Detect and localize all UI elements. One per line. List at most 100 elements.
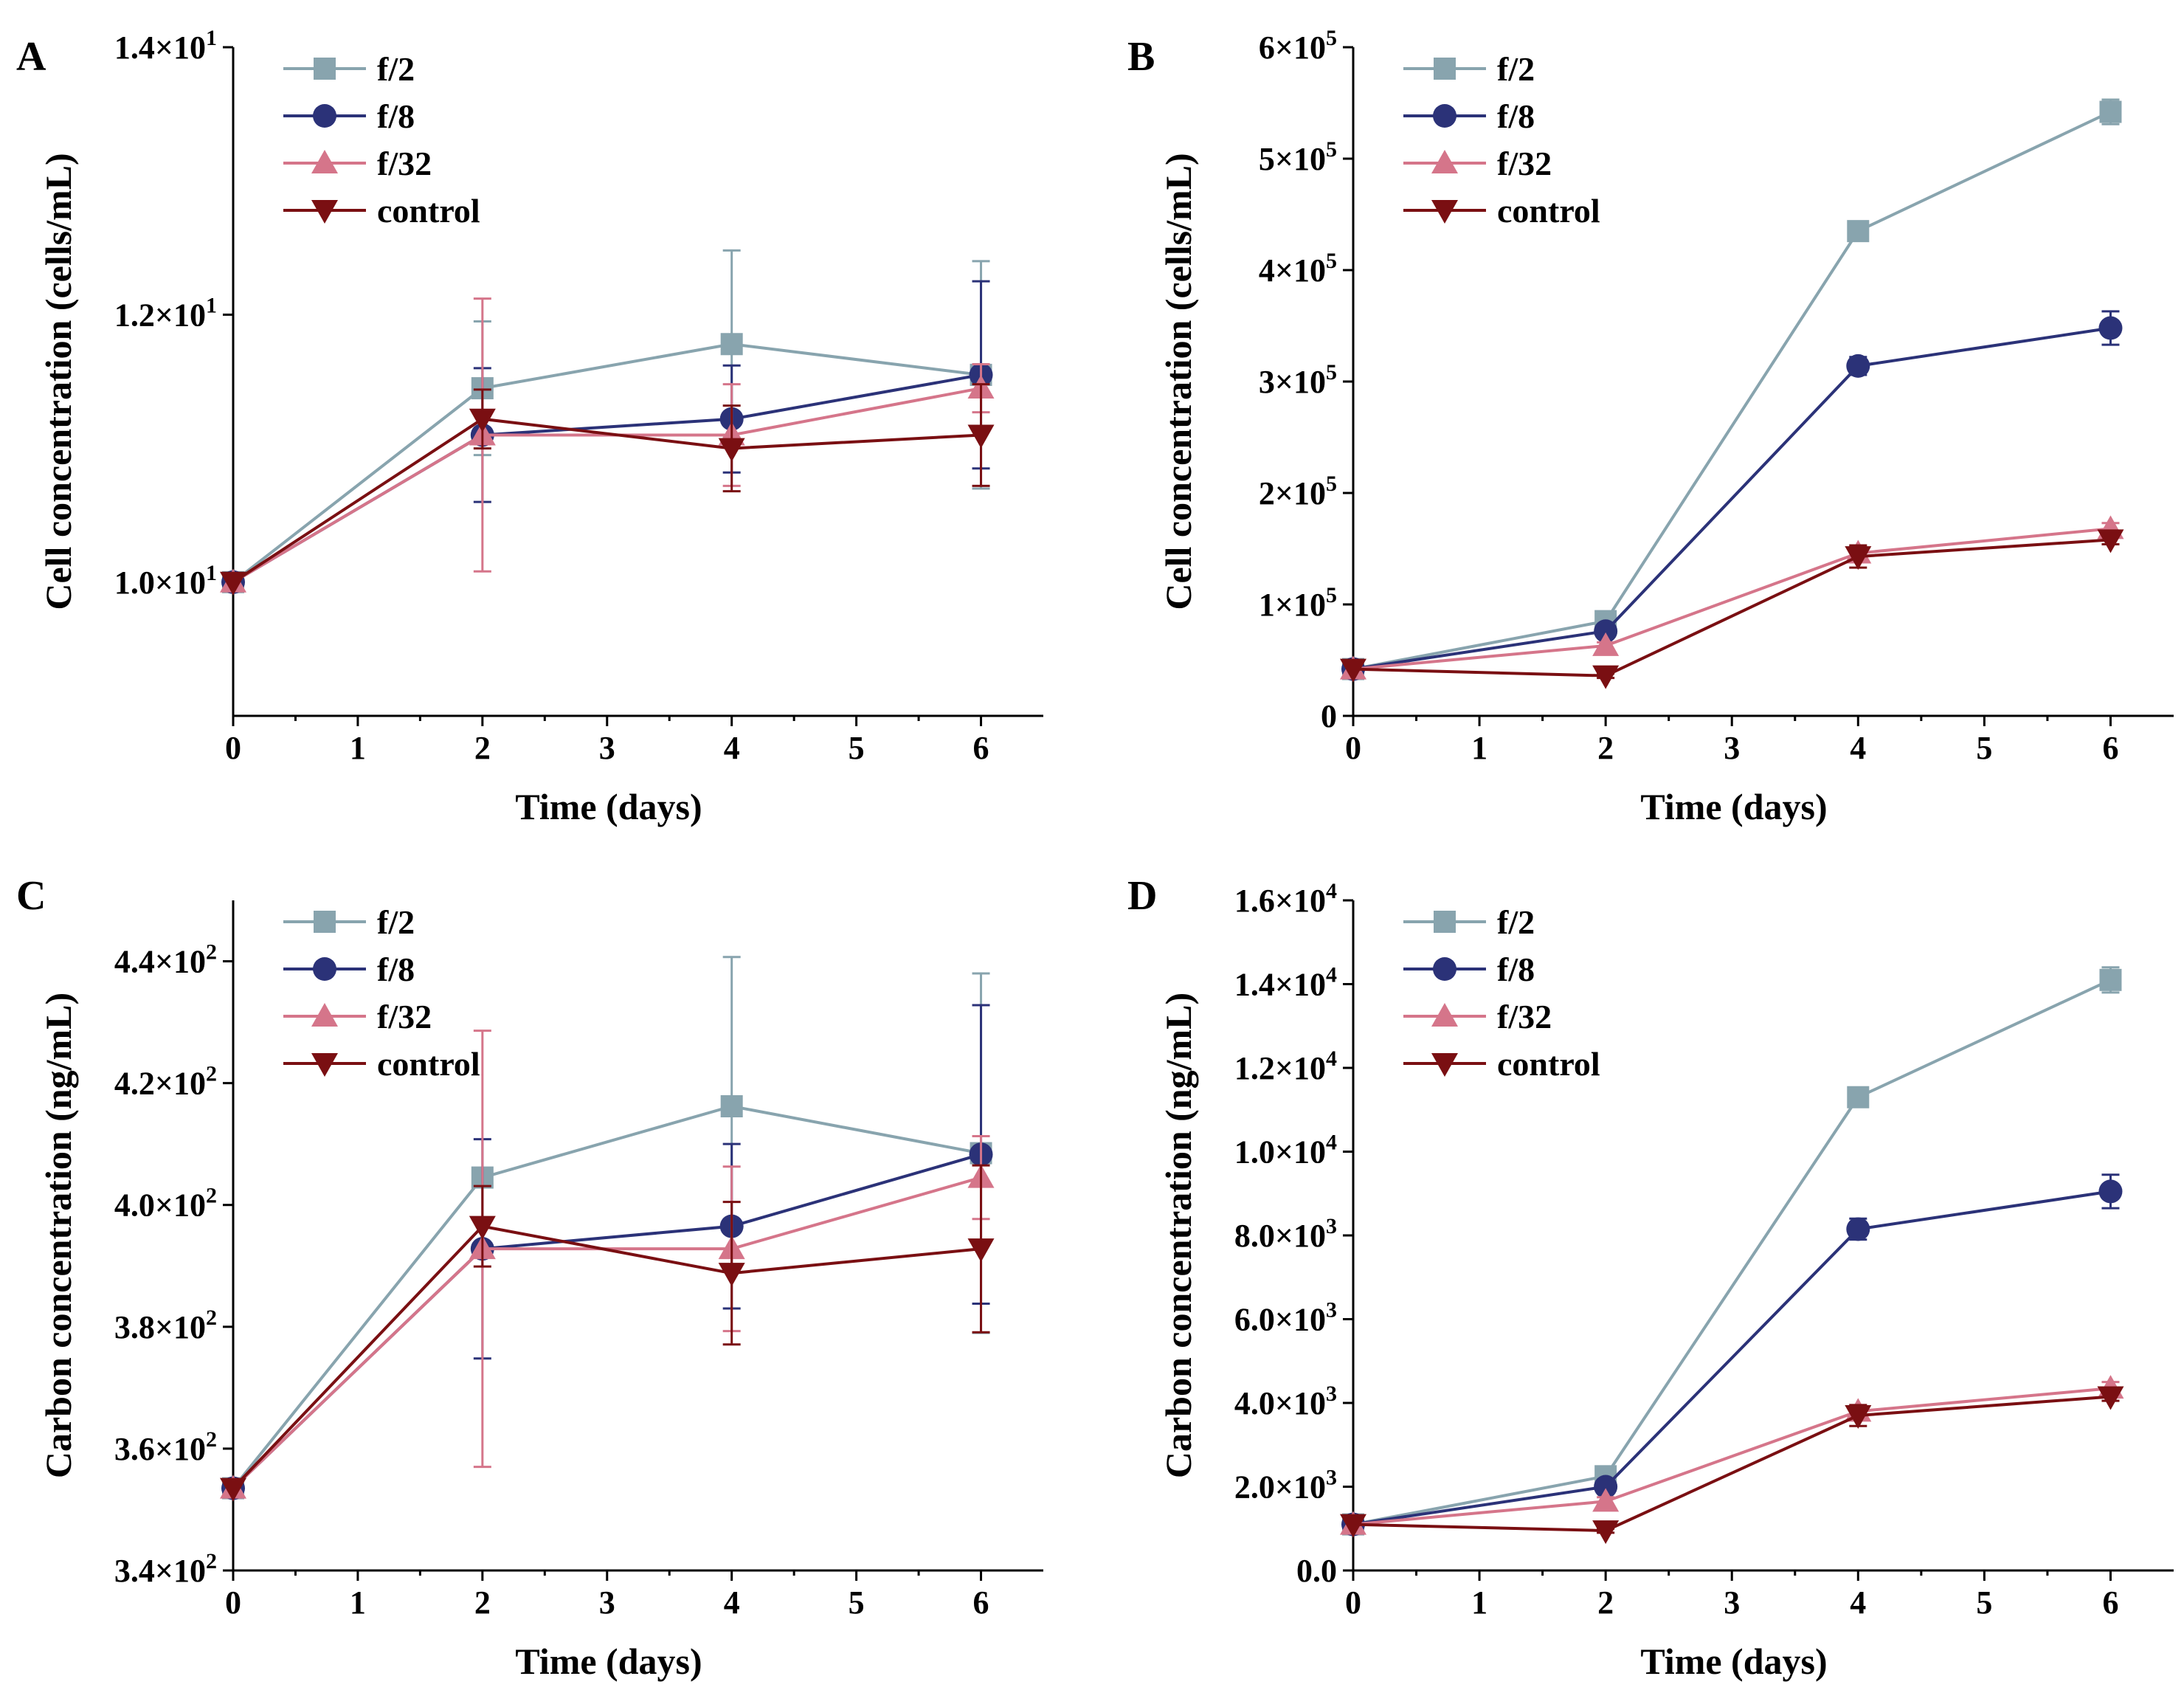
series-f-2 bbox=[222, 956, 992, 1500]
y-tick-label: 6×105 bbox=[1259, 26, 1337, 66]
y-axis-title: Carbon concentration (ng/mL) bbox=[38, 993, 79, 1478]
legend: f/2 f/8 f/32 control bbox=[283, 903, 480, 1083]
series-f-2 bbox=[1342, 98, 2122, 680]
y-axis-title: Cell concentration (cells/mL) bbox=[38, 153, 79, 610]
panel-b: B 0 1 2 3 4 5 6 0 1×105 2×105 3×105 4×105 5×105 6×105 T… bbox=[1127, 26, 2174, 827]
legend-label: f/8 bbox=[377, 951, 415, 988]
y-tick-label: 1.6×104 bbox=[1234, 879, 1337, 919]
y-tick-label: 1.2×101 bbox=[114, 293, 217, 333]
x-tick-label: 0 bbox=[225, 1584, 241, 1621]
legend-label: f/32 bbox=[377, 145, 432, 182]
data-point bbox=[1847, 220, 1870, 243]
legend-marker bbox=[311, 150, 338, 173]
data-point bbox=[469, 1215, 496, 1240]
y-tick-label: 1.4×104 bbox=[1234, 963, 1337, 1003]
data-point bbox=[2097, 529, 2124, 554]
y-tick-label: 4×105 bbox=[1259, 249, 1337, 289]
legend: f/2 f/8 f/32 control bbox=[283, 50, 480, 230]
x-tick-label: 1 bbox=[350, 730, 366, 766]
x-tick-label: 4 bbox=[1850, 1584, 1866, 1621]
series-f-8 bbox=[1341, 310, 2123, 681]
x-tick-label: 6 bbox=[973, 730, 989, 766]
data-point bbox=[469, 408, 496, 432]
x-tick-label: 1 bbox=[1471, 730, 1487, 766]
series-line bbox=[232, 1153, 982, 1490]
data-point bbox=[1845, 1405, 1872, 1430]
x-tick-label: 3 bbox=[599, 730, 615, 766]
legend-label: f/2 bbox=[1497, 50, 1535, 88]
legend-marker bbox=[313, 957, 336, 981]
x-tick-label: 4 bbox=[1850, 730, 1866, 766]
series-line bbox=[232, 1104, 981, 1489]
x-tick-label: 6 bbox=[2102, 1584, 2118, 1621]
series-line bbox=[232, 342, 981, 584]
data-point bbox=[2098, 1179, 2123, 1204]
data-point bbox=[1594, 619, 1618, 644]
x-tick-label: 3 bbox=[599, 1584, 615, 1621]
y-tick-label: 1.2×104 bbox=[1234, 1046, 1337, 1086]
x-tick-label: 2 bbox=[1597, 730, 1614, 766]
y-tick-label: 4.0×102 bbox=[114, 1184, 217, 1224]
data-point bbox=[2097, 1386, 2124, 1410]
series-line bbox=[1352, 527, 2111, 671]
y-tick-label: 8.0×103 bbox=[1234, 1214, 1337, 1254]
data-point bbox=[1594, 1475, 1618, 1499]
series-f-32 bbox=[220, 297, 995, 593]
legend-label: f/8 bbox=[377, 97, 415, 135]
legend-label: f/32 bbox=[377, 998, 432, 1035]
data-point bbox=[2099, 968, 2122, 991]
legend-marker bbox=[1431, 150, 1458, 173]
legend-marker bbox=[313, 104, 336, 128]
series-line bbox=[1352, 538, 2111, 677]
legend-marker bbox=[1431, 200, 1458, 224]
y-tick-label: 4.2×102 bbox=[114, 1062, 217, 1102]
series-f-8 bbox=[221, 1004, 993, 1500]
legend-label: f/32 bbox=[1497, 145, 1552, 182]
y-tick-label: 5×105 bbox=[1259, 137, 1337, 177]
y-tick-label: 6.0×103 bbox=[1234, 1298, 1337, 1338]
series-f-32 bbox=[1340, 1375, 2124, 1535]
y-tick-label: 3.6×102 bbox=[114, 1427, 217, 1467]
legend-marker bbox=[1433, 957, 1456, 981]
panel-c: C 0 1 2 3 4 5 6 3.4×102 3.6×102 3.8×102 4.0×102 4.2×… bbox=[16, 873, 1043, 1682]
panel-a: A 0 1 2 3 4 5 6 1.0×101 1.2×101 1.4×101 Time (days)… bbox=[16, 26, 1043, 827]
series-line bbox=[232, 417, 981, 584]
x-tick-label: 0 bbox=[225, 730, 241, 766]
series-f-8 bbox=[221, 280, 993, 594]
legend-marker bbox=[1434, 58, 1456, 80]
series-line bbox=[1352, 326, 2111, 671]
x-axis-title: Time (days) bbox=[515, 786, 702, 827]
legend-marker bbox=[1434, 911, 1456, 933]
series-line bbox=[232, 387, 981, 584]
panel-letter: B bbox=[1127, 34, 1155, 80]
y-tick-label: 0 bbox=[1321, 698, 1337, 734]
y-tick-label: 4.0×103 bbox=[1234, 1382, 1337, 1421]
x-tick-label: 6 bbox=[2102, 730, 2118, 766]
y-tick-label: 1.0×104 bbox=[1234, 1131, 1337, 1170]
series-f-2 bbox=[222, 249, 992, 593]
x-tick-label: 2 bbox=[474, 730, 491, 766]
legend-label: control bbox=[377, 1045, 480, 1083]
series-line bbox=[232, 373, 981, 584]
legend-marker bbox=[314, 58, 336, 80]
legend: f/2 f/8 f/32 control bbox=[1403, 50, 1600, 230]
x-tick-label: 3 bbox=[1724, 1584, 1740, 1621]
data-point bbox=[1846, 354, 1870, 378]
series-control bbox=[220, 1164, 995, 1502]
x-axis-title: Time (days) bbox=[1640, 1641, 1827, 1682]
y-tick-label: 3.8×102 bbox=[114, 1306, 217, 1345]
legend-marker bbox=[1431, 1003, 1458, 1027]
legend-label: f/2 bbox=[377, 50, 415, 88]
y-tick-label: 1.0×101 bbox=[114, 561, 217, 601]
legend-marker bbox=[311, 200, 338, 224]
y-tick-label: 1×105 bbox=[1259, 583, 1337, 623]
series-line bbox=[1352, 1190, 2111, 1526]
panel-letter: A bbox=[16, 34, 46, 80]
series-line bbox=[232, 1176, 982, 1490]
series-control bbox=[220, 383, 995, 596]
series-line bbox=[232, 1224, 981, 1489]
x-tick-label: 2 bbox=[1597, 1584, 1614, 1621]
legend-label: control bbox=[377, 192, 480, 230]
series-line bbox=[1352, 1387, 2111, 1526]
